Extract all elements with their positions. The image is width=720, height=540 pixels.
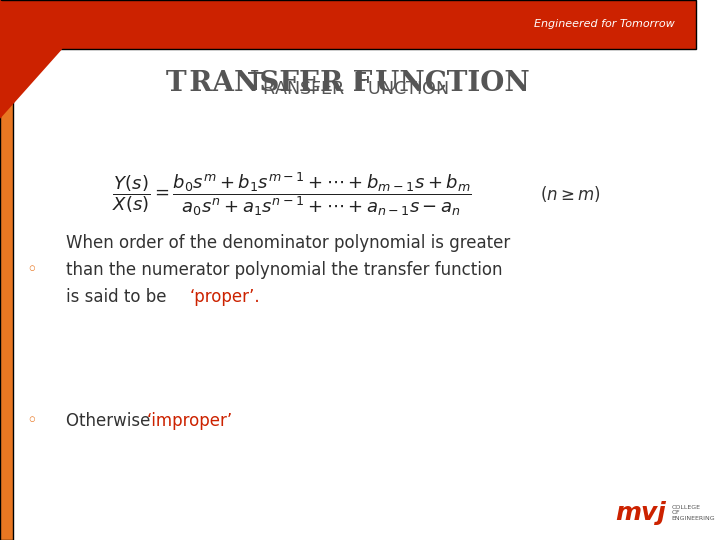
Text: is said to be: is said to be [66, 288, 172, 306]
Text: ‘proper’.: ‘proper’. [190, 288, 261, 306]
Text: Otherwise: Otherwise [66, 412, 156, 430]
Text: mvj: mvj [615, 501, 666, 525]
Text: COLLEGE
OF
ENGINEERING: COLLEGE OF ENGINEERING [672, 505, 715, 521]
Text: ◦: ◦ [26, 412, 37, 430]
Text: ◦: ◦ [26, 261, 37, 279]
Text: ‘improper’: ‘improper’ [146, 412, 233, 430]
Polygon shape [0, 0, 52, 108]
Text: $(n \geq m)$: $(n \geq m)$ [540, 184, 601, 205]
Text: $\dfrac{Y(s)}{X(s)} = \dfrac{b_0 s^m + b_1 s^{m-1} + \cdots + b_{m-1}s + b_m}{a_: $\dfrac{Y(s)}{X(s)} = \dfrac{b_0 s^m + b… [112, 171, 472, 218]
Text: When order of the denominator polynomial is greater: When order of the denominator polynomial… [66, 234, 510, 252]
Polygon shape [0, 0, 63, 119]
Text: $\mathsf{T}_{\mathsf{RANSFER}}\ \mathsf{F}_{\mathsf{UNCTION}}$: $\mathsf{T}_{\mathsf{RANSFER}}\ \mathsf{… [247, 71, 449, 97]
FancyBboxPatch shape [0, 0, 696, 49]
Text: T RANSFER F UNCTION: T RANSFER F UNCTION [166, 70, 530, 97]
Text: Engineered for Tomorrow: Engineered for Tomorrow [534, 19, 675, 29]
Text: than the numerator polynomial the transfer function: than the numerator polynomial the transf… [66, 261, 503, 279]
FancyBboxPatch shape [0, 49, 12, 540]
